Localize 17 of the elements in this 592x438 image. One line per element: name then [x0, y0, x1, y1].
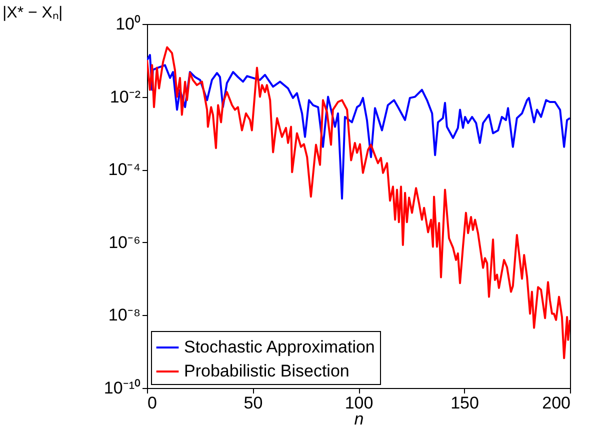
x-tick-label: 150	[450, 394, 479, 412]
x-axis-title: n	[354, 410, 364, 428]
line-series	[147, 46, 570, 360]
line-series	[147, 54, 570, 200]
x-tick-label: 0	[148, 394, 157, 412]
y-tick-label: 10⁻⁴	[108, 160, 140, 180]
y-tick-label: 10⁰	[116, 14, 140, 34]
x-tick-label: 50	[244, 394, 263, 412]
y-axis-title: |X* − Xₙ|	[2, 4, 63, 22]
y-tick-label: 10⁻⁸	[108, 306, 140, 325]
legend-label: Stochastic Approximation	[184, 338, 375, 356]
y-tick-label: 10⁻¹⁰	[104, 378, 140, 398]
legend-label: Probabilistic Bisection	[184, 362, 350, 380]
x-tick-label: 200	[542, 394, 570, 412]
y-tick-label: 10⁻²	[110, 87, 141, 106]
y-tick-label: 10⁻⁶	[108, 232, 140, 252]
x-tick-label: 100	[344, 394, 374, 412]
